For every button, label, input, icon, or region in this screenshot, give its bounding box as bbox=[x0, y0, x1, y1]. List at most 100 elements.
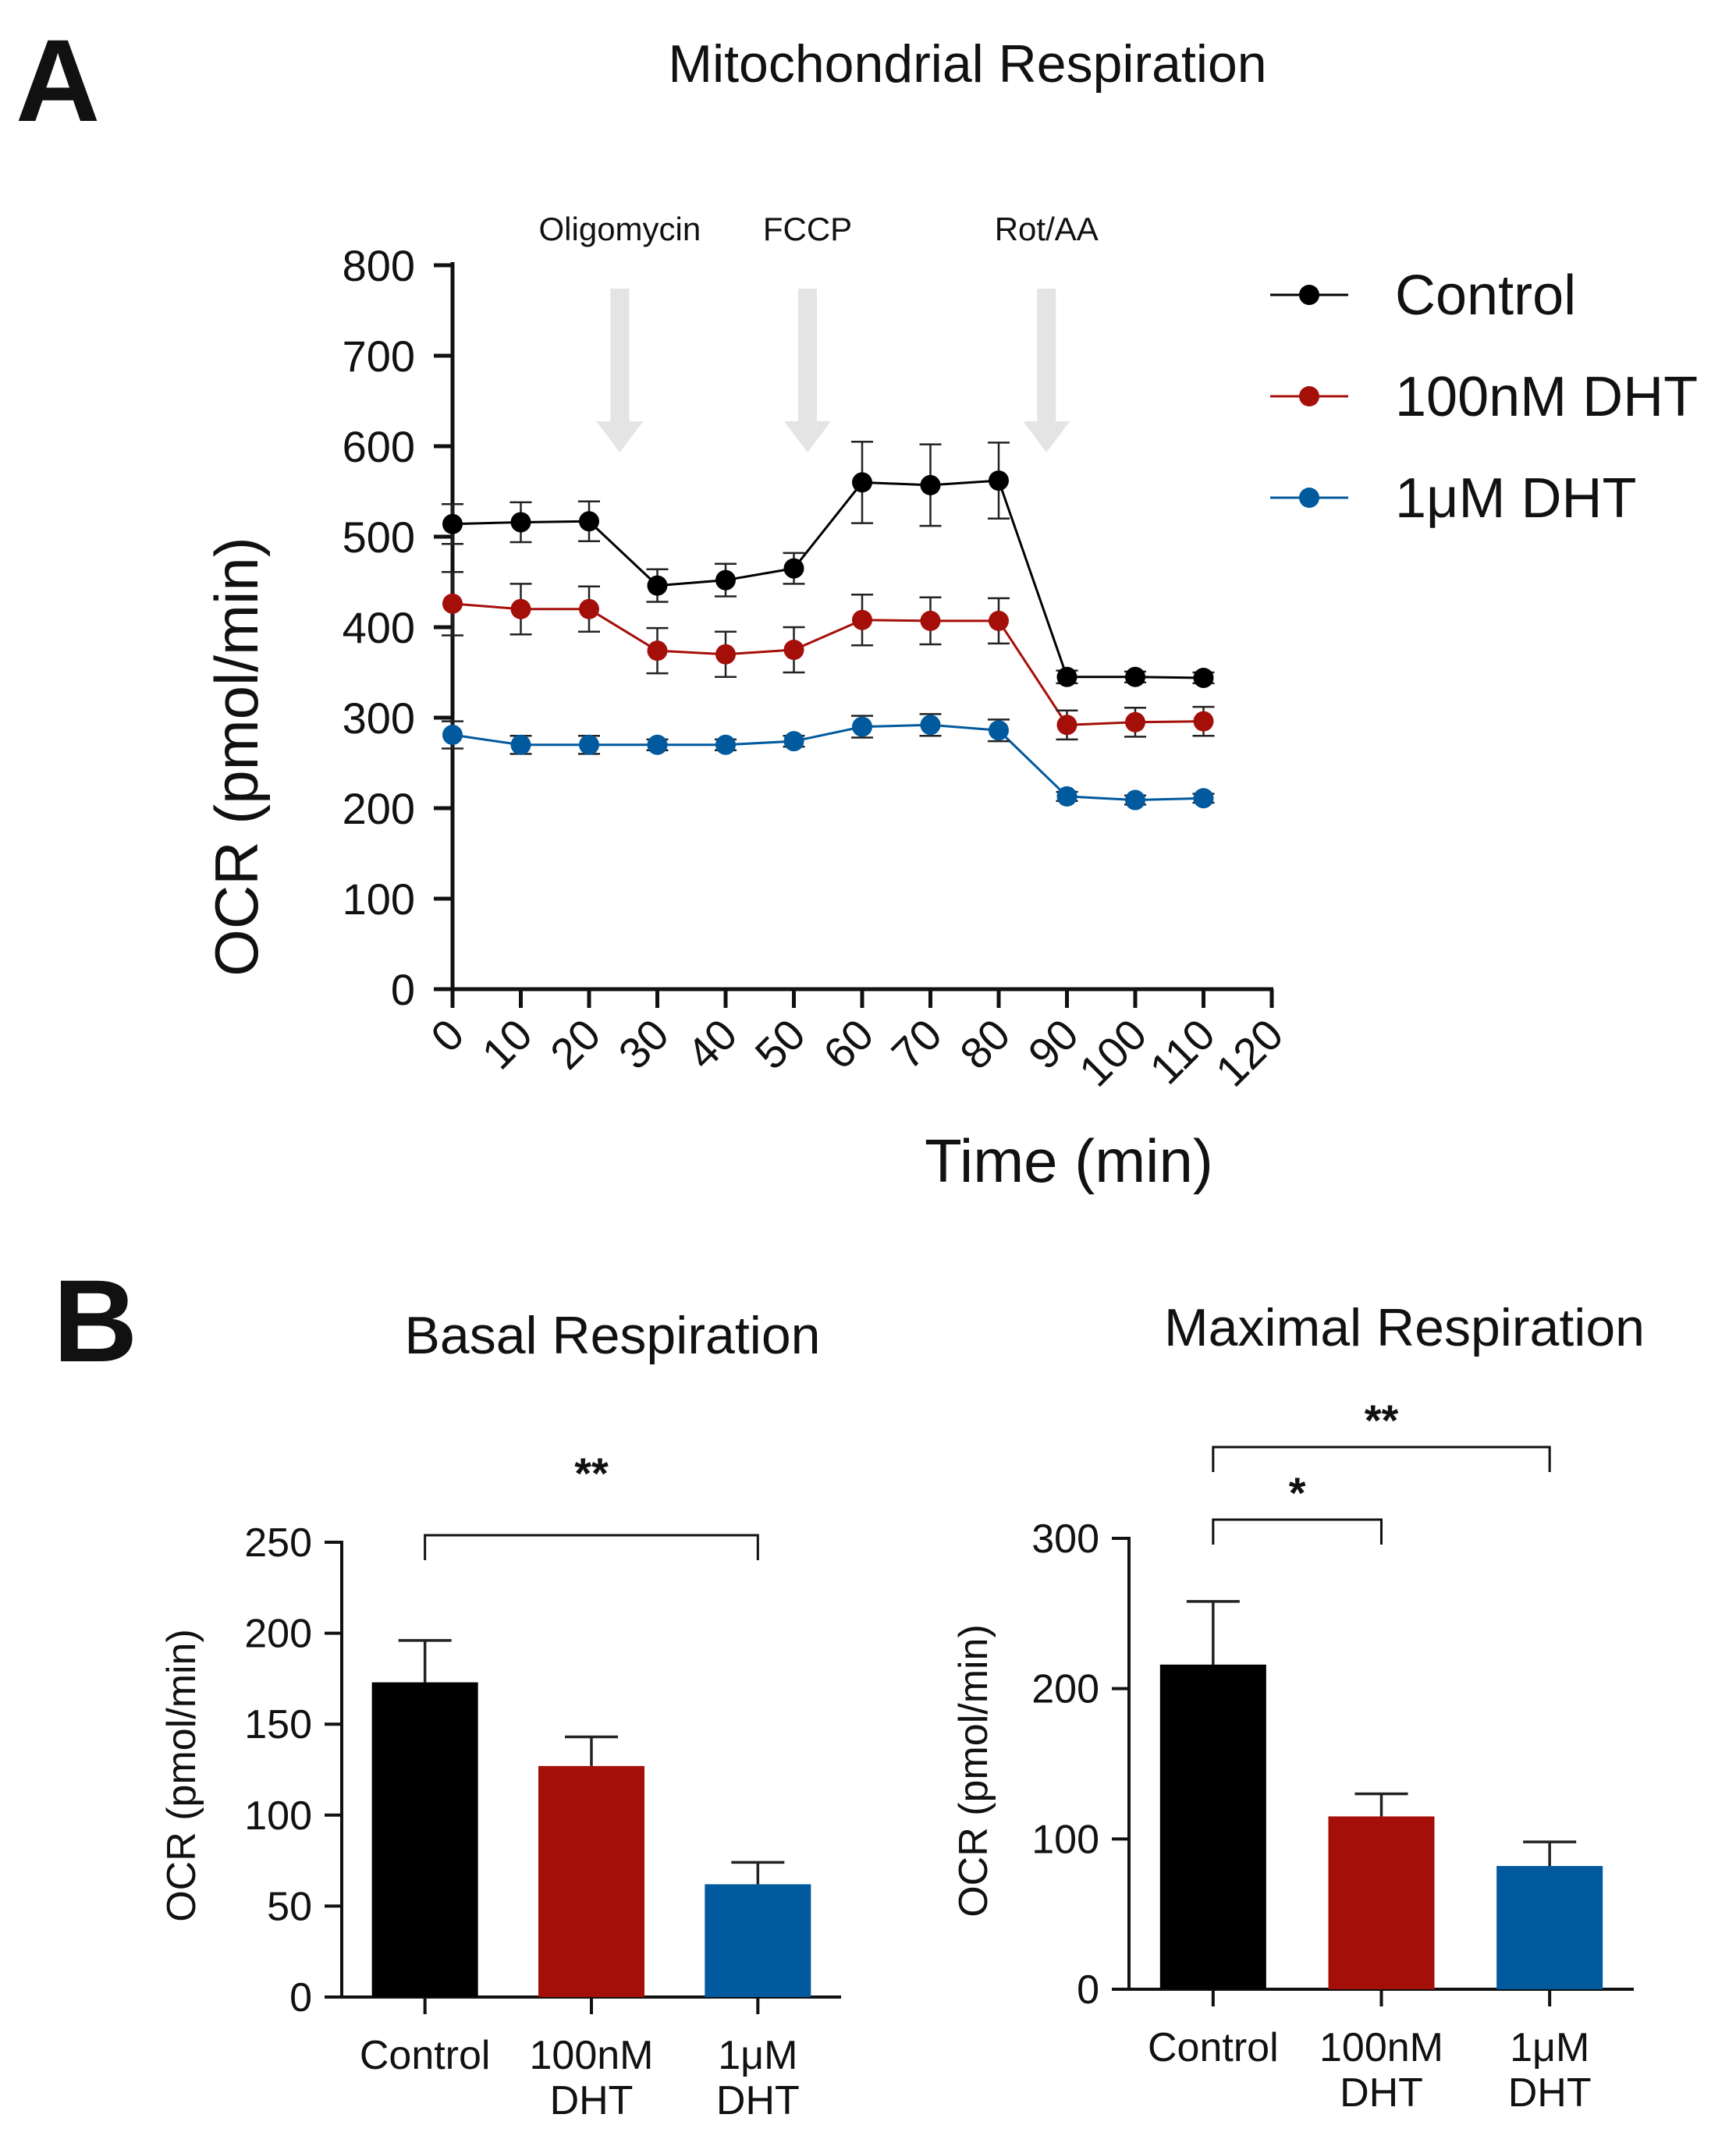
y-tick-label: 200 bbox=[343, 784, 415, 833]
data-point bbox=[783, 731, 804, 752]
data-point bbox=[783, 640, 804, 660]
injection-label: Oligomycin bbox=[539, 211, 701, 247]
y-axis-title: OCR (pmol/min) bbox=[159, 1629, 204, 1922]
data-point bbox=[715, 569, 736, 591]
x-tick-label: 80 bbox=[950, 1009, 1020, 1079]
chart-title: Mitochondrial Respiration bbox=[668, 34, 1266, 94]
data-point bbox=[715, 734, 736, 755]
data-point bbox=[579, 734, 599, 755]
legend-marker bbox=[1299, 285, 1319, 305]
y-tick-label: 700 bbox=[343, 332, 415, 381]
x-tick-label: 1μM bbox=[1510, 2025, 1589, 2070]
data-point bbox=[852, 472, 872, 493]
data-point bbox=[647, 640, 668, 662]
y-tick-label: 200 bbox=[1031, 1667, 1099, 1712]
data-point bbox=[920, 610, 941, 631]
x-tick-label: DHT bbox=[1340, 2070, 1423, 2116]
data-point bbox=[647, 575, 668, 596]
chart-title: Basal Respiration bbox=[405, 1306, 821, 1365]
injection-label: Rot/AA bbox=[995, 211, 1099, 247]
y-tick-label: 100 bbox=[343, 874, 415, 924]
data-point bbox=[1125, 789, 1145, 811]
y-tick-label: 400 bbox=[343, 603, 415, 652]
y-tick-label: 150 bbox=[244, 1702, 312, 1747]
data-point bbox=[1193, 788, 1214, 809]
data-point bbox=[989, 610, 1009, 631]
data-point bbox=[1056, 786, 1077, 807]
x-tick-label: 10 bbox=[472, 1009, 541, 1079]
y-tick-label: 50 bbox=[267, 1884, 312, 1929]
legend-marker bbox=[1299, 488, 1319, 508]
data-point bbox=[989, 470, 1009, 491]
panel-label-a: A bbox=[16, 15, 100, 146]
y-tick-label: 100 bbox=[244, 1793, 312, 1839]
data-point bbox=[783, 558, 804, 579]
y-tick-label: 0 bbox=[289, 1975, 312, 2020]
injection-arrow bbox=[1023, 289, 1070, 452]
y-axis-title: OCR (pmol/min) bbox=[951, 1624, 996, 1917]
series-line bbox=[452, 723, 1204, 802]
data-point bbox=[920, 715, 941, 736]
significance-bracket bbox=[1212, 1446, 1551, 1472]
data-point bbox=[852, 716, 872, 737]
data-point bbox=[510, 598, 531, 619]
data-point bbox=[1056, 715, 1077, 736]
significance-label: ** bbox=[574, 1449, 609, 1498]
significance-bracket bbox=[424, 1534, 759, 1560]
x-tick-label: 50 bbox=[745, 1009, 815, 1079]
data-point bbox=[1193, 667, 1214, 688]
injection-arrow bbox=[784, 289, 831, 452]
y-tick-label: 500 bbox=[343, 513, 415, 562]
significance-label: ** bbox=[1365, 1396, 1399, 1445]
x-tick-label: Control bbox=[1148, 2025, 1279, 2070]
legend-label: 100nM DHT bbox=[1395, 366, 1698, 428]
x-tick-label: 70 bbox=[882, 1009, 951, 1079]
data-point bbox=[715, 644, 736, 665]
data-point bbox=[510, 734, 531, 755]
data-point bbox=[1056, 666, 1077, 687]
bar bbox=[1159, 1664, 1266, 1989]
x-tick-label: 30 bbox=[609, 1009, 678, 1079]
data-point bbox=[442, 725, 463, 746]
maximal-respiration-chart: Maximal Respiration OCR (pmol/min) 0 100 2… bbox=[951, 1298, 1645, 2116]
chart-title: Maximal Respiration bbox=[1164, 1298, 1645, 1357]
bar bbox=[1496, 1866, 1603, 1989]
data-point bbox=[852, 609, 872, 630]
bar bbox=[538, 1765, 644, 1997]
x-tick-label: 100 bbox=[1070, 1009, 1156, 1096]
y-tick-label: 0 bbox=[1077, 1967, 1099, 2013]
x-tick-label: 110 bbox=[1140, 1009, 1224, 1094]
data-point bbox=[579, 598, 599, 619]
y-tick-label: 300 bbox=[343, 694, 415, 743]
x-tick-label: 40 bbox=[677, 1009, 747, 1079]
y-tick-label: 100 bbox=[1031, 1817, 1099, 1862]
y-tick-label: 200 bbox=[244, 1612, 312, 1657]
bar bbox=[371, 1682, 478, 1997]
x-axis-title: Time (min) bbox=[925, 1126, 1213, 1195]
legend: Control 100nM DHT 1μM DHT bbox=[1270, 264, 1698, 530]
data-point bbox=[442, 513, 463, 534]
y-tick-label: 250 bbox=[244, 1520, 312, 1566]
x-tick-label: 100nM bbox=[530, 2033, 654, 2078]
x-tick-label: 1μM bbox=[718, 2033, 797, 2078]
x-tick-label: DHT bbox=[550, 2078, 634, 2123]
injection-label: FCCP bbox=[763, 211, 852, 247]
x-tick-label: 20 bbox=[541, 1009, 610, 1079]
bar bbox=[705, 1884, 811, 1997]
y-tick-label: 300 bbox=[1031, 1517, 1099, 1562]
y-tick-label: 600 bbox=[343, 422, 415, 471]
data-point bbox=[510, 512, 531, 533]
legend-label: 1μM DHT bbox=[1395, 467, 1636, 530]
data-point bbox=[579, 511, 599, 532]
data-point bbox=[647, 734, 668, 755]
legend-marker bbox=[1299, 386, 1319, 406]
injection-arrow bbox=[596, 289, 644, 452]
series-line bbox=[452, 479, 1204, 679]
significance-bracket bbox=[1212, 1518, 1383, 1545]
x-tick-label: 120 bbox=[1206, 1009, 1293, 1096]
x-tick-label: 0 bbox=[421, 1009, 474, 1062]
x-tick-label: 60 bbox=[814, 1009, 883, 1079]
x-tick-label: 100nM bbox=[1319, 2025, 1443, 2070]
panel-label-b: B bbox=[53, 1255, 137, 1386]
basal-respiration-chart: Basal Respiration OCR (pmol/min) 0 50 100 1… bbox=[159, 1306, 841, 2123]
